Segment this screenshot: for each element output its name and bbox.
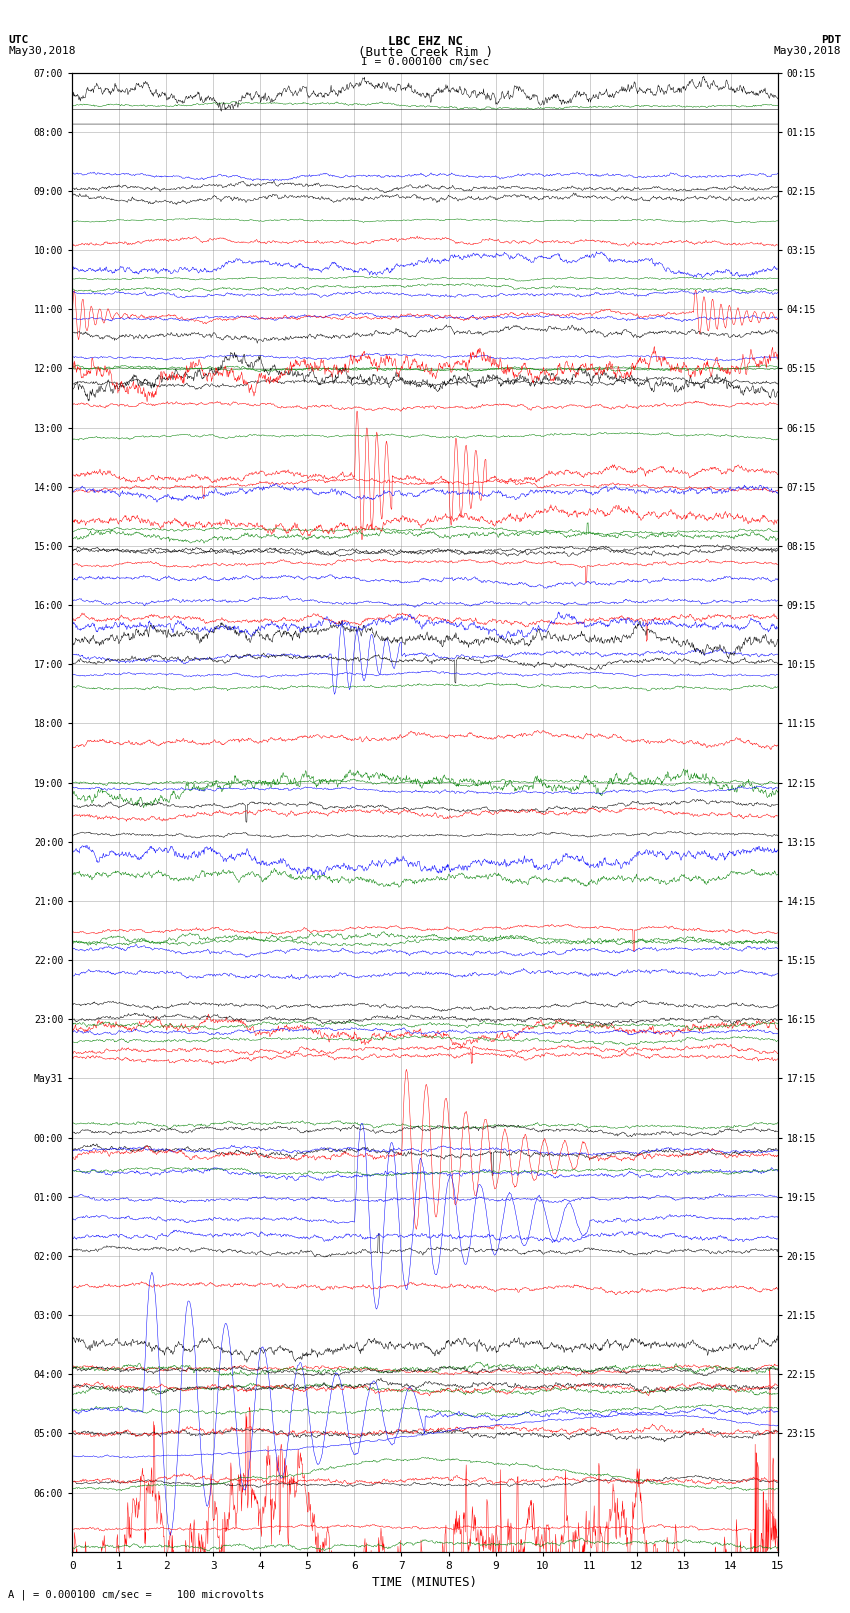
Text: A | = 0.000100 cm/sec =    100 microvolts: A | = 0.000100 cm/sec = 100 microvolts [8, 1589, 264, 1600]
Text: (Butte Creek Rim ): (Butte Creek Rim ) [358, 45, 492, 60]
Text: May30,2018: May30,2018 [8, 45, 76, 56]
Text: I = 0.000100 cm/sec: I = 0.000100 cm/sec [361, 58, 489, 68]
X-axis label: TIME (MINUTES): TIME (MINUTES) [372, 1576, 478, 1589]
Text: UTC: UTC [8, 35, 29, 45]
Text: LBC EHZ NC: LBC EHZ NC [388, 35, 462, 48]
Text: PDT: PDT [821, 35, 842, 45]
Text: May30,2018: May30,2018 [774, 45, 842, 56]
